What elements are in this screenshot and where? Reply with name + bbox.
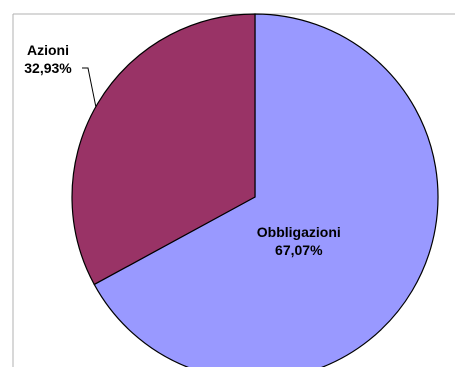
pie-labels: Obbligazioni 67,07% Azioni 32,93% xyxy=(24,42,341,258)
pie-slice-azioni xyxy=(71,13,256,286)
pie-slice-obbligazioni xyxy=(93,13,439,372)
slice-percent-obbligazioni: 67,07% xyxy=(275,242,323,258)
pie-slices xyxy=(71,13,439,372)
slice-percent-azioni: 32,93% xyxy=(24,60,72,76)
leader-line-azioni xyxy=(82,67,97,107)
slice-label-obbligazioni: Obbligazioni xyxy=(257,224,341,240)
slice-label-azioni: Azioni xyxy=(27,42,69,58)
